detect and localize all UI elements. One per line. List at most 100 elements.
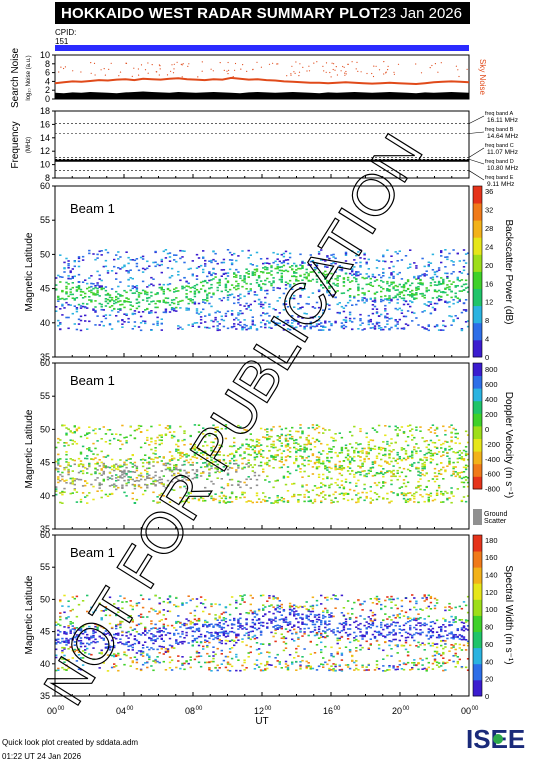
width-cell (220, 640, 223, 642)
power-cell (288, 266, 292, 268)
velocity-cell (394, 441, 397, 444)
width-cell (175, 666, 178, 669)
power-cell (150, 291, 153, 294)
power-cell (90, 291, 93, 294)
power-cell (86, 282, 89, 285)
power-cell (396, 285, 399, 288)
width-cell (228, 630, 232, 633)
power-cell (150, 276, 153, 279)
power-cell (86, 287, 89, 290)
velocity-cell (440, 447, 443, 449)
width-cell (59, 599, 62, 602)
width-cell (144, 662, 147, 664)
power-cell (326, 282, 329, 284)
velocity-cell (185, 456, 188, 458)
velocity-cell (173, 464, 176, 467)
width-cell (216, 664, 219, 667)
velocity-cell (466, 434, 470, 436)
width-cell (264, 664, 267, 667)
velocity-cell (249, 454, 252, 456)
width-cell (214, 631, 217, 634)
power-cell (71, 268, 74, 270)
width-cell (214, 603, 217, 605)
velocity-cell (297, 449, 300, 451)
velocity-cell (183, 477, 186, 479)
velocity-cell (94, 463, 97, 465)
power-cell (324, 322, 327, 324)
power-cell (423, 265, 426, 268)
power-cell (311, 278, 315, 281)
width-cell (208, 641, 211, 644)
velocity-cell (427, 496, 430, 499)
width-cell (131, 661, 134, 664)
velocity-cell (228, 478, 232, 481)
power-colorbar-tick: 0 (485, 353, 489, 362)
velocity-cell (357, 497, 360, 500)
velocity-cell (193, 448, 197, 450)
width-cell (170, 659, 174, 662)
sky-noise-dot (58, 71, 60, 73)
power-cell (282, 264, 286, 267)
power-cell (460, 328, 464, 331)
power-cell (245, 324, 248, 327)
sky-noise-dot (366, 72, 368, 75)
power-cell (214, 252, 217, 255)
velocity-cell (361, 463, 364, 465)
velocity-cell (375, 457, 379, 459)
velocity-cell (466, 441, 470, 444)
power-cell (320, 280, 323, 283)
width-cell (181, 603, 184, 605)
velocity-cell (282, 450, 286, 452)
power-cell (342, 277, 346, 279)
power-cell (94, 309, 97, 312)
power-colorbar-segment (473, 220, 482, 238)
velocity-cell (220, 445, 223, 448)
velocity-cell (452, 461, 455, 464)
power-cell (249, 327, 252, 329)
velocity-cell (411, 456, 414, 459)
power-cell (123, 265, 126, 268)
power-colorbar-segment (473, 305, 482, 324)
velocity-cell (348, 481, 352, 484)
width-cell (94, 631, 97, 634)
velocity-cell (435, 453, 439, 455)
power-cell (359, 313, 362, 316)
width-cell (220, 628, 223, 630)
power-cell (210, 286, 213, 289)
velocity-cell (392, 457, 395, 460)
frequency-band-value: 11.07 MHz (487, 149, 518, 156)
velocity-cell (462, 459, 466, 462)
power-cell (458, 260, 461, 262)
velocity-cell (113, 466, 116, 469)
power-cell (247, 276, 250, 278)
power-cell (433, 290, 437, 293)
width-cell (65, 669, 68, 671)
power-cell (288, 252, 292, 255)
sky-noise-dot (147, 72, 149, 74)
power-cell (125, 314, 128, 316)
velocity-cell (214, 471, 217, 474)
velocity-cell (96, 490, 99, 492)
velocity-cell (448, 457, 451, 460)
power-cell (264, 268, 267, 271)
width-cell (255, 659, 259, 661)
width-cell (146, 654, 149, 657)
width-cell (245, 644, 248, 647)
power-cell (65, 285, 68, 288)
power-cell (117, 293, 120, 295)
power-cell (243, 277, 246, 280)
velocity-cell (328, 460, 331, 462)
velocity-cell (286, 455, 290, 457)
velocity-cell (168, 466, 172, 469)
power-cell (119, 256, 122, 258)
velocity-cell (413, 492, 416, 495)
width-cell (152, 627, 155, 629)
width-cell (63, 640, 66, 643)
velocity-cell (355, 485, 358, 487)
width-cell (251, 626, 254, 628)
velocity-cell (121, 473, 124, 476)
velocity-cell (402, 497, 406, 500)
width-cell (224, 611, 228, 614)
power-cell (164, 310, 168, 312)
velocity-cell (259, 444, 263, 446)
